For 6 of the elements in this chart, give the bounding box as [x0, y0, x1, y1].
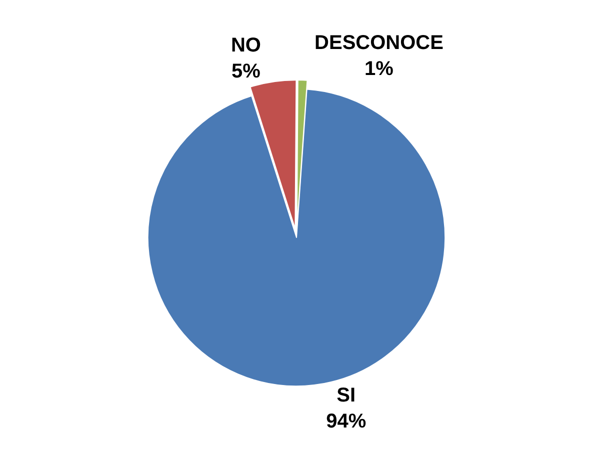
slice-label: DESCONOCE	[314, 32, 444, 54]
slice-label: NO	[230, 34, 261, 56]
slice-label: SI	[336, 384, 356, 407]
data-label: 94%	[326, 410, 366, 433]
data-label: 1%	[364, 58, 394, 80]
data-label: 5%	[231, 60, 261, 82]
